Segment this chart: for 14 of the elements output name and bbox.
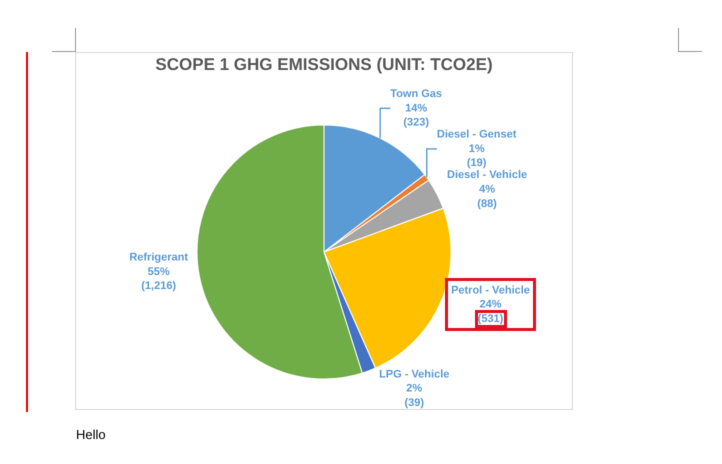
slice-label: LPG - Vehicle	[379, 368, 450, 380]
slice-label: Diesel - Vehicle	[447, 169, 528, 182]
text: Hello	[76, 427, 106, 442]
data-label: 1% (19)	[466, 142, 487, 170]
data-label: 4% (88)	[477, 184, 498, 210]
data-label: 2% (39)	[404, 382, 424, 409]
data-label: 24% (531)	[478, 298, 504, 325]
slice-label: Petrol - Vehicle	[451, 284, 530, 296]
slice-label: Refrigerant	[129, 252, 188, 264]
slice-label: Diesel - Genset	[436, 128, 517, 141]
slice-label: Town Gas	[390, 88, 442, 100]
data-label: 55% (1,216)	[141, 266, 176, 292]
chart-title: SCOPE 1 GHG EMISSIONS (UNIT: TCO2E)	[155, 55, 493, 74]
data-label: 14% (323)	[403, 102, 430, 129]
